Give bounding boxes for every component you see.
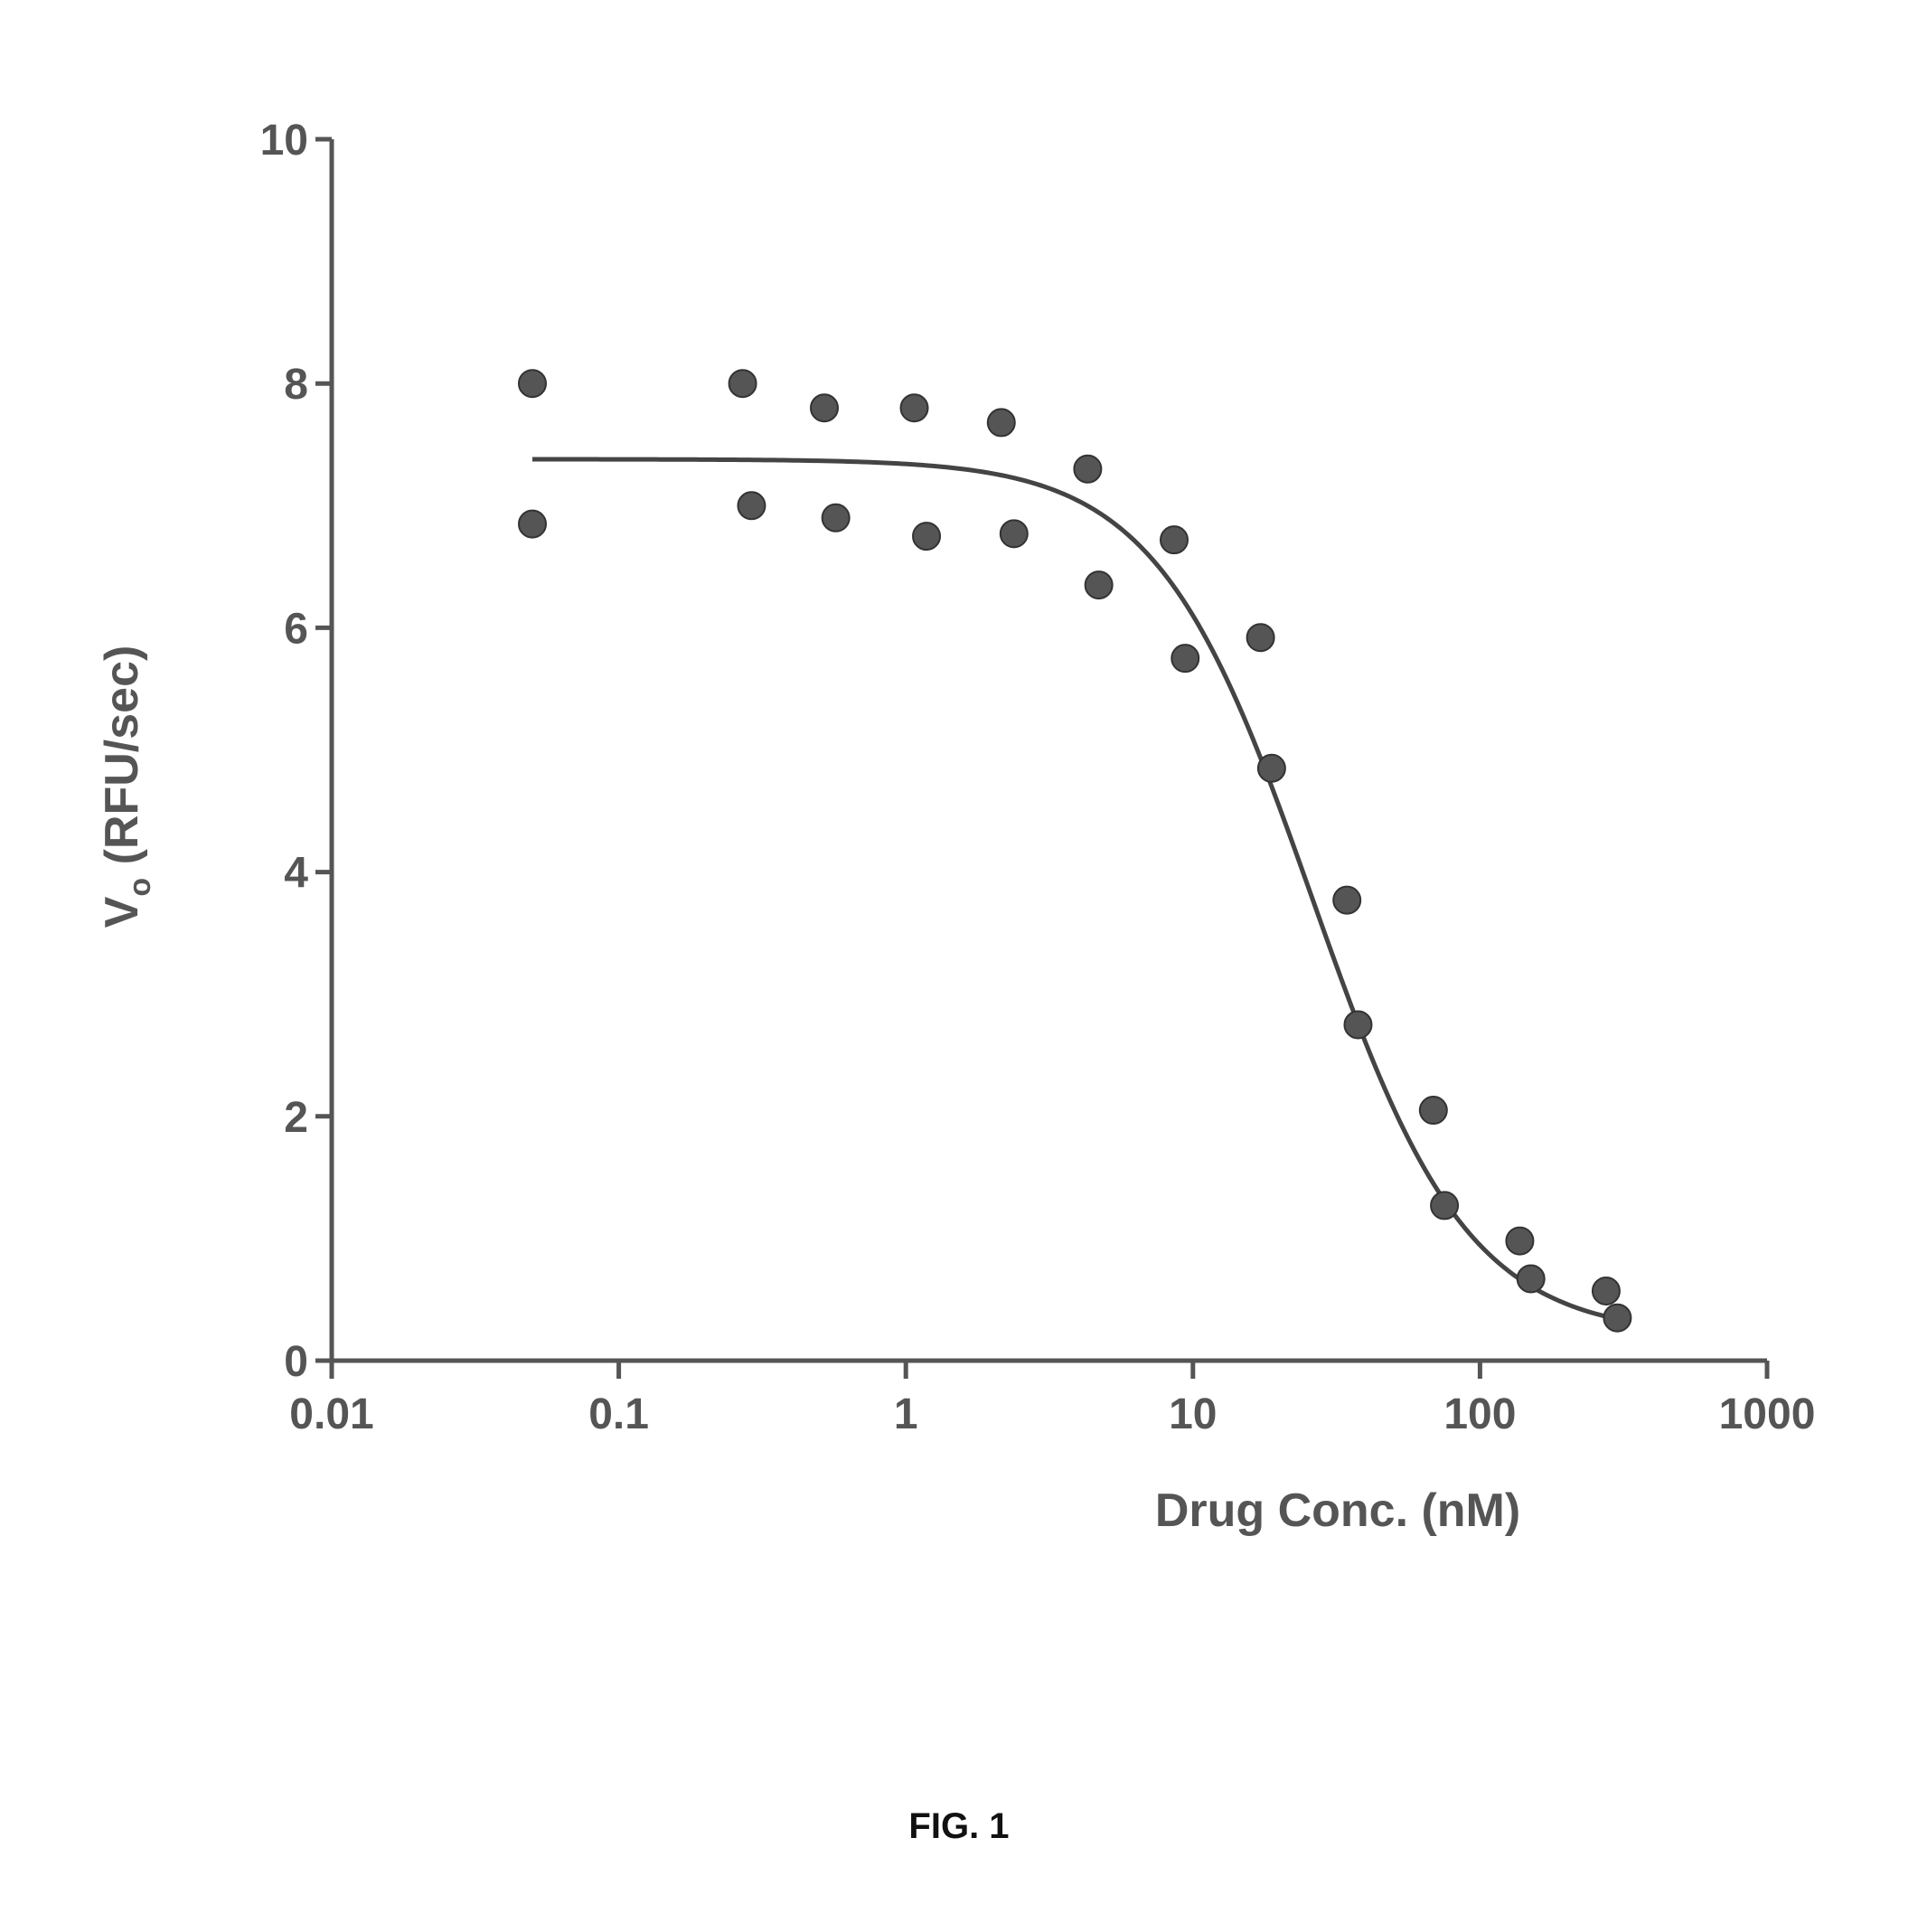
- data-point: [811, 394, 838, 421]
- data-point: [1333, 887, 1360, 914]
- x-tick-label: 100: [1443, 1390, 1516, 1438]
- y-tick-label: 6: [284, 605, 308, 653]
- y-tick-label: 8: [284, 361, 308, 409]
- plot-area: 0 2 4 6 8 10 0.01 0.1 1 10 100 1000 Drug Conc. (nM) V…: [96, 117, 1815, 1537]
- y-tick-label: 10: [260, 117, 308, 165]
- x-tick-label: 1000: [1719, 1390, 1816, 1438]
- data-point: [1518, 1265, 1545, 1292]
- data-point: [1247, 624, 1274, 651]
- data-point: [901, 394, 928, 421]
- x-axis-title: Drug Conc. (nM): [1155, 1484, 1520, 1537]
- data-point: [1001, 520, 1028, 547]
- data-point: [519, 511, 546, 538]
- data-point: [988, 409, 1015, 436]
- x-tick-label: 0.1: [588, 1390, 649, 1438]
- data-point: [519, 370, 546, 397]
- x-tick-label: 1: [894, 1390, 918, 1438]
- data-point: [1420, 1097, 1447, 1124]
- data-point: [1171, 645, 1199, 672]
- data-point: [738, 492, 765, 519]
- y-axis-title-unit: (RFU/sec): [96, 646, 148, 878]
- data-point: [1603, 1305, 1631, 1332]
- data-point: [1506, 1228, 1533, 1255]
- x-tick-label: 0.01: [289, 1390, 373, 1438]
- data-point: [729, 370, 757, 397]
- data-point: [1258, 755, 1285, 782]
- y-axis-title: Vo (RFU/sec): [96, 646, 157, 928]
- figure-caption: FIG. 1: [908, 1806, 1009, 1846]
- data-point: [1344, 1011, 1371, 1038]
- data-point: [1431, 1192, 1458, 1219]
- y-axis-title-subscript: o: [123, 878, 157, 897]
- data-point: [913, 523, 940, 550]
- data-point: [1086, 571, 1113, 598]
- y-tick-label: 2: [284, 1094, 308, 1142]
- data-point: [1593, 1277, 1620, 1305]
- y-axis-title-main: V: [96, 896, 148, 928]
- data-point: [1161, 526, 1188, 553]
- y-tick-label: 4: [284, 850, 308, 898]
- x-tick-label: 10: [1169, 1390, 1217, 1438]
- data-point: [1074, 456, 1101, 483]
- data-point: [823, 504, 850, 532]
- y-tick-label: 0: [284, 1338, 308, 1386]
- fit-curve: [532, 459, 1617, 1319]
